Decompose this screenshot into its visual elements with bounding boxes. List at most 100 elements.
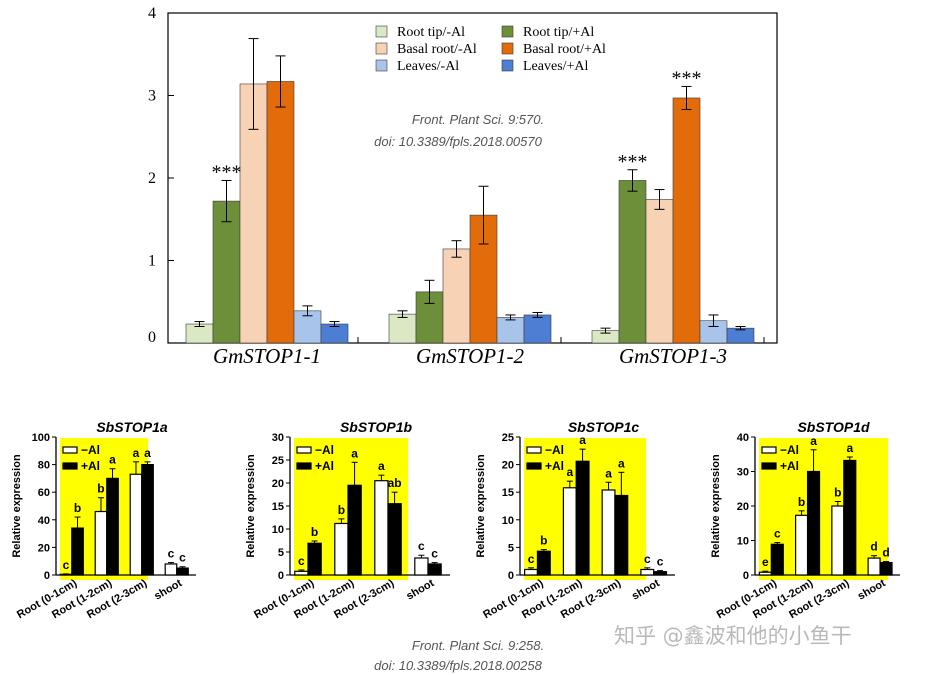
gmstop1-bar: [645, 199, 674, 344]
significance-letter: c: [774, 527, 781, 541]
legend-swatch-plus-al: [296, 462, 312, 470]
significance-letter: b: [97, 482, 104, 496]
y-tick-label: 5: [278, 547, 284, 559]
significance-letter: c: [431, 547, 438, 561]
significance-letter: c: [528, 552, 535, 566]
bar: [414, 557, 429, 576]
significance-letter: a: [378, 459, 385, 473]
significance-letter: b: [311, 525, 318, 539]
gmstop1-citation-line-2: doi: 10.3389/fpls.2018.00570: [374, 134, 542, 149]
bar: [164, 563, 178, 576]
y-axis-label: Relative expression: [11, 454, 23, 558]
gmstop1-y-tick-label: 2: [148, 170, 156, 187]
bar: [141, 464, 154, 576]
gmstop1-bar: [496, 317, 525, 344]
gmstop1-bar: [212, 200, 241, 344]
legend-label: Basal root/-Al: [397, 42, 477, 57]
y-tick-label: 10: [272, 524, 284, 536]
y-tick-label: 100: [32, 432, 50, 444]
x-tick-label: shoot: [630, 577, 662, 603]
legend-label-minus-al: −Al: [315, 443, 334, 457]
legend-swatch-minus-al: [526, 446, 542, 454]
gmstop1-bar: [672, 97, 701, 344]
legend-swatch-minus-al: [62, 446, 78, 454]
significance-letter: a: [846, 441, 853, 455]
sbstop1-chart-b: SbSTOP1b Relative expression 0 5 10 15 20 25 30 c…: [245, 419, 450, 621]
legend-swatch-plus-al: [62, 462, 78, 470]
y-tick-label: 0: [278, 570, 284, 582]
significance-letter: c: [63, 558, 70, 572]
significance-letter: a: [351, 446, 358, 460]
significance-letter: b: [338, 503, 345, 517]
gmstop1-y-tick-label: 3: [148, 88, 156, 105]
significance-letter: a: [566, 465, 573, 479]
legend-label-plus-al: +Al: [780, 459, 799, 473]
bar: [614, 494, 629, 576]
sbstop1-citation-line-1: Front. Plant Sci. 9:258.: [412, 638, 544, 653]
sbstop1-citation-line-2: doi: 10.3389/fpls.2018.00258: [374, 658, 542, 673]
significance-letter: c: [418, 539, 425, 553]
bar: [59, 573, 73, 576]
bar: [794, 514, 809, 576]
bar: [653, 571, 668, 576]
x-tick-label: shoot: [152, 577, 184, 603]
bar: [806, 470, 821, 576]
bar: [347, 484, 362, 576]
significance-letter: d: [870, 540, 877, 554]
significance-letter: e: [762, 555, 769, 569]
gmstop1-bar: [618, 180, 647, 344]
significance-letter: ab: [388, 476, 402, 490]
significance-letter: a: [605, 466, 612, 480]
significance-letter: a: [144, 446, 151, 460]
y-tick-label: 15: [272, 501, 284, 513]
significance-letter: a: [810, 434, 817, 448]
y-axis-label: Relative expression: [245, 454, 257, 558]
legend-label-minus-al: −Al: [780, 443, 799, 457]
bar: [294, 570, 309, 576]
chart-title: SbSTOP1a: [96, 419, 168, 435]
bar: [524, 568, 539, 576]
significance-letter: c: [298, 554, 305, 568]
y-tick-label: 20: [737, 501, 749, 513]
legend-label-minus-al: −Al: [545, 443, 564, 457]
significance-letter: a: [579, 433, 586, 447]
gmstop1-significance-stars: ***: [672, 67, 702, 89]
gmstop1-chart: 0 1 2 3 4 GmSTOP1-1 GmSTOP1-2 GmSTOP1-3 *** *** **…: [148, 5, 778, 368]
bar: [334, 522, 349, 576]
legend-label-plus-al: +Al: [545, 459, 564, 473]
gmstop1-bar: [388, 313, 417, 344]
y-tick-label: 60: [38, 487, 50, 499]
y-tick-label: 25: [502, 432, 514, 444]
legend-label: Leaves/+Al: [523, 59, 589, 74]
bar: [374, 480, 389, 576]
bar: [94, 510, 108, 576]
significance-letter: a: [133, 446, 140, 460]
gmstop1-bar: [523, 314, 552, 344]
legend-label-minus-al: −Al: [81, 443, 100, 457]
sbstop1-chart-a: SbSTOP1a Relative expression 0 20 40 60 80 100 c…: [11, 419, 196, 621]
significance-letter: a: [618, 456, 625, 470]
legend-swatch-plus-al: [526, 462, 542, 470]
chart-title: SbSTOP1c: [568, 419, 640, 435]
bar: [770, 543, 784, 576]
y-tick-label: 20: [502, 460, 514, 472]
legend-swatch-minus-al: [296, 446, 312, 454]
legend-label-plus-al: +Al: [315, 459, 334, 473]
significance-letter: c: [179, 551, 186, 565]
significance-letter: c: [657, 555, 664, 569]
y-tick-label: 20: [38, 542, 50, 554]
bar: [758, 571, 772, 576]
legend-swatch: [501, 25, 514, 38]
significance-letter: b: [798, 495, 805, 509]
bar: [843, 459, 857, 576]
gmstop1-bar: [266, 81, 295, 344]
x-tick-label: shoot: [856, 577, 888, 603]
y-tick-label: 40: [38, 515, 50, 527]
bar: [176, 567, 189, 576]
bar: [575, 460, 590, 576]
significance-letter: b: [74, 501, 81, 515]
gmstop1-category-label: GmSTOP1-2: [416, 344, 525, 368]
bar: [307, 542, 322, 576]
x-tick-label: shoot: [404, 577, 436, 603]
